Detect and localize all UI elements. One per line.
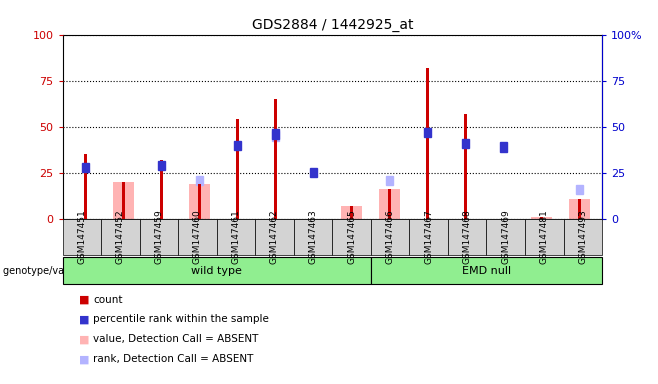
Bar (274, 99, 276, 219)
Text: GSM147466: GSM147466 (386, 210, 395, 265)
Text: GSM147465: GSM147465 (347, 210, 356, 265)
Text: ■: ■ (79, 295, 89, 305)
Bar (462, 139, 468, 148)
Bar (198, 184, 201, 219)
Text: GSM147469: GSM147469 (501, 210, 510, 265)
Bar (236, 119, 239, 219)
Text: ■: ■ (79, 334, 89, 344)
Bar (386, 175, 393, 185)
Bar (158, 161, 164, 170)
Bar (464, 114, 467, 219)
Text: GSM147461: GSM147461 (232, 210, 240, 265)
Bar (196, 175, 203, 185)
Bar (388, 189, 391, 219)
Text: count: count (93, 295, 123, 305)
Text: GSM147467: GSM147467 (424, 210, 433, 265)
Title: GDS2884 / 1442925_at: GDS2884 / 1442925_at (251, 18, 413, 32)
Bar (160, 160, 163, 219)
Text: genotype/variation ▶: genotype/variation ▶ (3, 266, 107, 276)
Text: GSM147459: GSM147459 (155, 210, 163, 265)
Bar (379, 189, 400, 219)
Bar (531, 217, 551, 219)
Bar (234, 141, 241, 150)
Text: GSM147493: GSM147493 (578, 210, 588, 265)
Bar (310, 168, 316, 177)
Text: GSM147481: GSM147481 (540, 210, 549, 265)
Text: value, Detection Call = ABSENT: value, Detection Call = ABSENT (93, 334, 259, 344)
Bar (578, 199, 580, 219)
Bar (82, 163, 89, 172)
Bar (569, 199, 590, 219)
Text: wild type: wild type (191, 266, 242, 276)
Bar (341, 206, 362, 219)
Bar (84, 154, 87, 219)
Bar (113, 182, 134, 219)
Text: GSM147451: GSM147451 (77, 210, 86, 265)
Text: GSM147460: GSM147460 (193, 210, 202, 265)
Text: GSM147463: GSM147463 (309, 210, 318, 265)
Bar (189, 184, 210, 219)
Bar (350, 206, 353, 219)
Text: percentile rank within the sample: percentile rank within the sample (93, 314, 269, 324)
Bar (122, 182, 124, 219)
Bar (540, 217, 543, 219)
Bar (272, 129, 278, 139)
Text: ■: ■ (79, 314, 89, 324)
Text: ■: ■ (79, 354, 89, 364)
Text: EMD null: EMD null (462, 266, 511, 276)
Bar (500, 142, 507, 152)
Text: GSM147452: GSM147452 (116, 210, 125, 265)
Bar (272, 131, 278, 141)
Bar (576, 185, 582, 194)
Text: GSM147462: GSM147462 (270, 210, 279, 265)
Bar (424, 127, 430, 137)
Text: GSM147468: GSM147468 (463, 210, 472, 265)
Text: rank, Detection Call = ABSENT: rank, Detection Call = ABSENT (93, 354, 254, 364)
Bar (426, 68, 428, 219)
